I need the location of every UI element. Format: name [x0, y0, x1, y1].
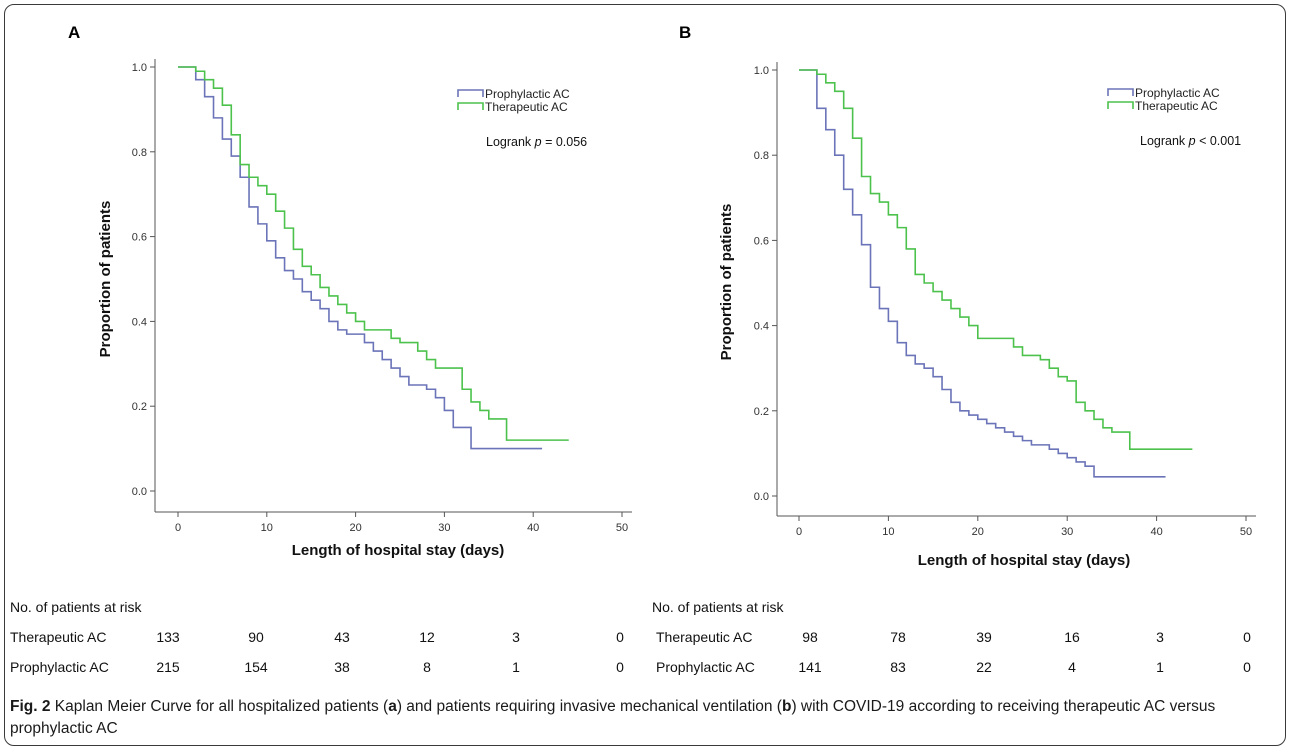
km-curve-therapeutic — [178, 66, 569, 441]
figure-caption: Fig. 2 Kaplan Meier Curve for all hospit… — [10, 696, 1275, 740]
y-tick-label: 1.0 — [754, 65, 769, 77]
risk-count: 0 — [616, 629, 624, 645]
risk-table: No. of patients at risk Therapeutic AC 98 7… — [652, 599, 1251, 675]
logrank-value: = 0.056 — [542, 135, 588, 149]
x-tick-label: 30 — [438, 522, 450, 534]
y-tick-label: 0.4 — [754, 321, 769, 333]
risk-count: 1 — [512, 659, 520, 675]
figure-label: Fig. 2 — [10, 698, 51, 715]
risk-count: 16 — [1064, 629, 1080, 645]
legend-swatch-therapeutic — [457, 102, 484, 110]
km-curve-therapeutic — [799, 69, 1193, 450]
risk-row-label: Therapeutic AC — [656, 629, 753, 645]
logrank-annotation: Logrank p < 0.001 — [1140, 134, 1241, 148]
x-tick-label: 50 — [616, 522, 628, 534]
y-tick-label: 0.6 — [754, 235, 769, 247]
y-tick-label: 0.2 — [132, 401, 147, 413]
y-tick-label: 0.8 — [132, 147, 147, 159]
caption-segment: Kaplan Meier Curve for all hospitalized … — [50, 698, 389, 715]
legend-label: Prophylactic AC — [485, 87, 570, 101]
x-tick-label: 0 — [175, 522, 181, 534]
y-tick-label: 1.0 — [132, 62, 147, 74]
risk-count: 133 — [156, 629, 180, 645]
risk-row-label: Prophylactic AC — [10, 659, 109, 675]
x-tick-label: 40 — [527, 522, 539, 534]
legend-swatch-prophylactic — [1107, 88, 1134, 96]
legend-label: Therapeutic AC — [485, 100, 568, 114]
figure-frame — [4, 4, 1286, 746]
risk-count: 43 — [334, 629, 350, 645]
x-tick-label: 20 — [972, 526, 984, 538]
caption-segment: ) with COVID-19 according to receiving t… — [10, 698, 1216, 737]
legend-swatch-prophylactic — [457, 89, 484, 97]
risk-count: 154 — [244, 659, 268, 675]
y-tick-label: 0.2 — [754, 406, 769, 418]
logrank-prefix: Logrank — [486, 135, 535, 149]
risk-count: 0 — [1243, 629, 1251, 645]
risk-count: 12 — [419, 629, 435, 645]
risk-count: 4 — [1068, 659, 1076, 675]
risk-count: 215 — [156, 659, 180, 675]
risk-row-label: Prophylactic AC — [656, 659, 755, 675]
km-curve-prophylactic — [799, 69, 1166, 478]
y-axis-title: Proportion of patients — [718, 204, 735, 361]
x-tick-label: 30 — [1061, 526, 1073, 538]
caption-text: Kaplan Meier Curve for all hospitalized … — [10, 698, 1215, 737]
caption-panel-ref: b — [781, 698, 792, 715]
x-tick-label: 40 — [1150, 526, 1162, 538]
legend-swatch-therapeutic — [1107, 101, 1134, 109]
legend-label: Therapeutic AC — [1135, 99, 1218, 113]
y-tick-label: 0.6 — [132, 232, 147, 244]
risk-count: 83 — [890, 659, 906, 675]
risk-count: 22 — [976, 659, 992, 675]
logrank-p: p — [1188, 134, 1196, 148]
risk-count: 38 — [334, 659, 350, 675]
risk-count: 0 — [1243, 659, 1251, 675]
risk-count: 8 — [423, 659, 431, 675]
legend-label: Prophylactic AC — [1135, 86, 1220, 100]
logrank-prefix: Logrank — [1140, 134, 1189, 148]
caption-panel-ref: a — [388, 698, 397, 715]
risk-row-label: Therapeutic AC — [10, 629, 107, 645]
logrank-annotation: Logrank p = 0.056 — [486, 135, 587, 149]
risk-table-title: No. of patients at risk — [652, 599, 785, 615]
y-tick-label: 0.0 — [754, 491, 769, 503]
y-tick-label: 0.8 — [754, 150, 769, 162]
risk-count: 3 — [1156, 629, 1164, 645]
risk-count: 0 — [616, 659, 624, 675]
km-curve-prophylactic — [178, 66, 543, 450]
risk-count: 98 — [802, 629, 818, 645]
x-tick-label: 10 — [261, 522, 273, 534]
risk-count: 1 — [1156, 659, 1164, 675]
x-tick-label: 50 — [1240, 526, 1252, 538]
x-tick-label: 10 — [882, 526, 894, 538]
risk-table-title: No. of patients at risk — [10, 599, 143, 615]
y-tick-label: 0.0 — [132, 486, 147, 498]
x-axis-title: Length of hospital stay (days) — [292, 542, 505, 559]
risk-count: 39 — [976, 629, 992, 645]
x-tick-label: 20 — [349, 522, 361, 534]
panel-letter: B — [679, 23, 691, 42]
risk-count: 78 — [890, 629, 906, 645]
x-axis-title: Length of hospital stay (days) — [918, 552, 1131, 569]
risk-count: 90 — [248, 629, 264, 645]
caption-segment: ) and patients requiring invasive mechan… — [396, 698, 782, 715]
risk-count: 141 — [798, 659, 822, 675]
y-tick-label: 0.4 — [132, 316, 147, 328]
x-tick-label: 0 — [796, 526, 802, 538]
logrank-p: p — [534, 135, 542, 149]
risk-count: 3 — [512, 629, 520, 645]
logrank-value: < 0.001 — [1196, 134, 1242, 148]
y-axis-title: Proportion of patients — [97, 201, 114, 358]
panel-letter: A — [68, 23, 80, 42]
